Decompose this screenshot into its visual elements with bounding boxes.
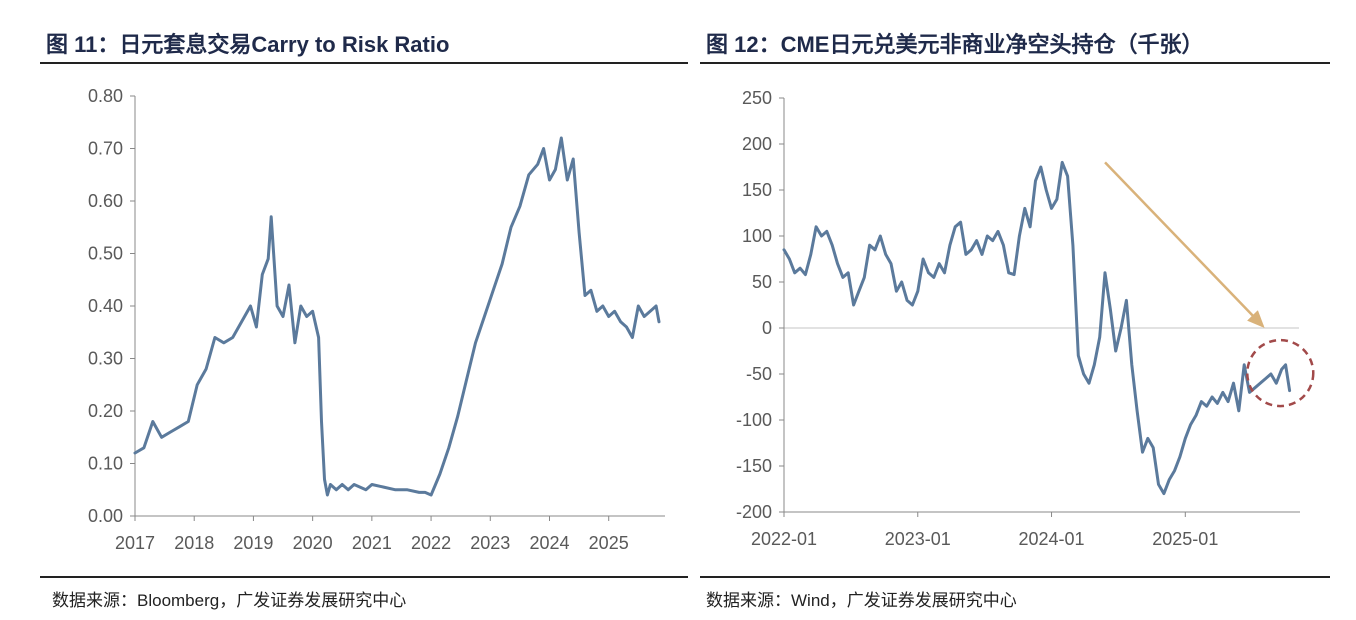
fig11-y-tick-label: 0.60 — [88, 191, 123, 211]
fig11-y-tick-label: 0.30 — [88, 349, 123, 369]
fig11-x-tick-label: 2018 — [174, 533, 214, 553]
fig11-x-tick-label: 2017 — [115, 533, 155, 553]
fig11-y-tick-label: 0.00 — [88, 506, 123, 526]
fig11-x-tick-label: 2022 — [411, 533, 451, 553]
fig12-y-tick-label: 100 — [742, 226, 772, 246]
figure11-chart: 0.00 0.10 0.20 0.30 0.40 0.50 0.60 0.70 0.80 2017… — [88, 86, 665, 553]
fig12-x-tick-label: 2025-01 — [1152, 529, 1218, 549]
fig11-y-tick-label: 0.80 — [88, 86, 123, 106]
fig11-y-tick-label: 0.40 — [88, 296, 123, 316]
fig12-x-tick-label: 2023-01 — [885, 529, 951, 549]
fig12-x-tick-label: 2024-01 — [1019, 529, 1085, 549]
fig12-y-tick-label: 50 — [752, 272, 772, 292]
figure11-bottom-rule — [40, 576, 688, 578]
figure12-source: 数据来源：Wind，广发证券发展研究中心 — [706, 591, 1017, 610]
fig12-y-tick-label: 200 — [742, 134, 772, 154]
fig11-y-tick-label: 0.70 — [88, 139, 123, 159]
fig12-y-tick-label: 150 — [742, 180, 772, 200]
fig12-trend-arrow — [1104, 161, 1265, 328]
figure12-bottom-rule — [700, 576, 1330, 578]
figure12-title: 图 12：CME日元兑美元非商业净空头持仓（千张） — [706, 32, 1204, 57]
fig11-y-tick-label: 0.50 — [88, 244, 123, 264]
fig12-highlight-circle — [1246, 338, 1315, 408]
fig11-x-tick-label: 2024 — [529, 533, 569, 553]
fig11-x-tick-label: 2020 — [293, 533, 333, 553]
fig12-y-tick-label: -150 — [736, 456, 772, 476]
fig12-y-tick-label: -200 — [736, 502, 772, 522]
figure11-title: 图 11：日元套息交易Carry to Risk Ratio — [46, 32, 450, 57]
fig12-y-tick-label: -50 — [746, 364, 772, 384]
fig11-x-tick-label: 2019 — [233, 533, 273, 553]
fig12-y-tick-label: 0 — [762, 318, 772, 338]
figure11-top-rule — [40, 62, 688, 64]
fig11-x-tick-label: 2025 — [589, 533, 629, 553]
fig11-x-tick-label: 2021 — [352, 533, 392, 553]
fig12-series-line — [782, 160, 1292, 496]
fig12-x-tick-label: 2022-01 — [751, 529, 817, 549]
fig11-x-tick-label: 2023 — [470, 533, 510, 553]
figure12-top-rule — [700, 62, 1330, 64]
figure12-chart: -200 -150 -100 -50 0 50 100 150 200 250 2022-01 202… — [736, 88, 1315, 549]
fig11-series-line — [133, 136, 661, 497]
figure11-source: 数据来源：Bloomberg，广发证券发展研究中心 — [52, 591, 407, 610]
fig12-y-tick-label: -100 — [736, 410, 772, 430]
fig11-y-tick-label: 0.20 — [88, 401, 123, 421]
fig11-y-tick-label: 0.10 — [88, 454, 123, 474]
fig12-y-tick-label: 250 — [742, 88, 772, 108]
